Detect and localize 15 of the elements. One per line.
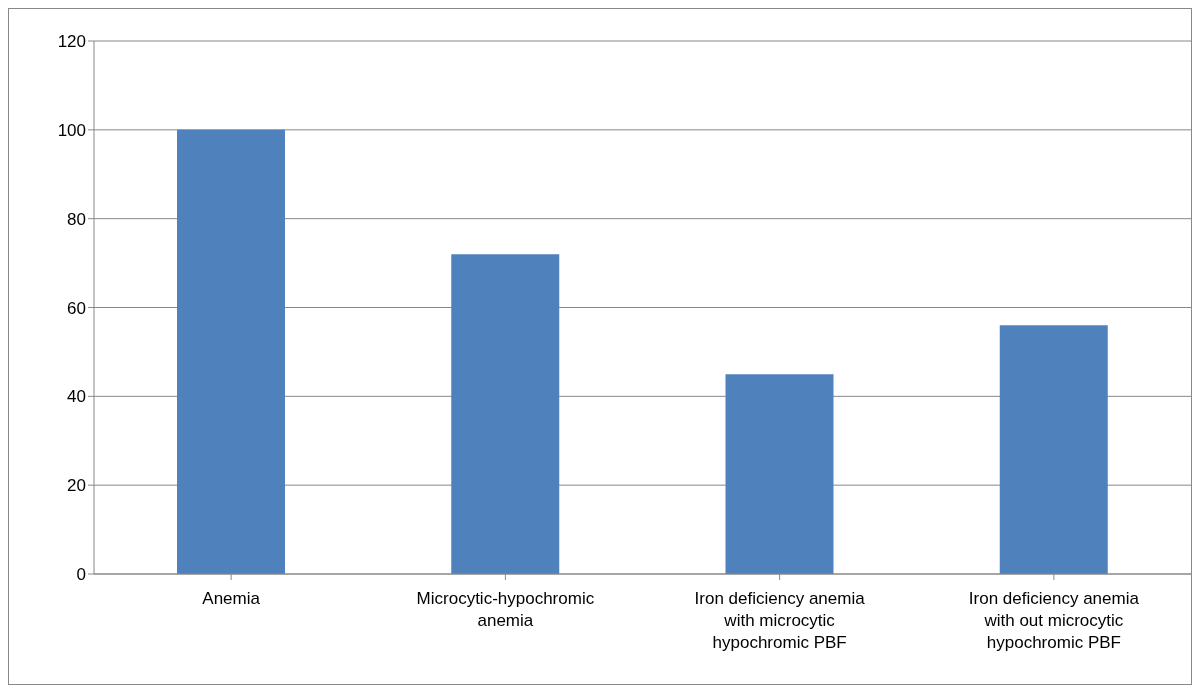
bar [725,374,834,574]
y-tick-label: 100 [57,120,86,140]
y-tick-label: 120 [57,32,86,52]
bar [451,254,560,574]
y-tick-label: 20 [67,476,86,496]
y-tick-label: 80 [67,209,86,229]
y-tick-label: 0 [76,565,86,585]
x-tick-label: Iron deficiency anemia with out microcytic hypochromic PBF [968,589,1140,652]
x-tick-label: Iron deficiency anemia with microcytic hypochromic PBF [694,589,866,652]
x-tick-label: Anemia [202,589,261,608]
bar [177,129,285,574]
y-tick-label: 40 [67,387,86,407]
y-tick-label: 60 [67,298,86,318]
bar [999,325,1108,574]
x-tick-label: Microcytic-hypochromic anemia [416,589,595,630]
